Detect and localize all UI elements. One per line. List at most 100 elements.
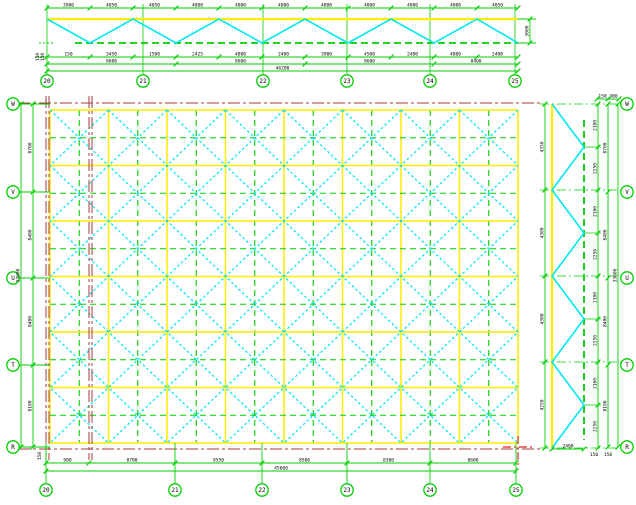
dim-tick bbox=[542, 187, 548, 193]
dim-text: 46200 bbox=[276, 65, 290, 71]
dim-tick bbox=[581, 446, 587, 452]
grid-bubble-label: U bbox=[625, 275, 629, 282]
dim-text: 8300 bbox=[383, 457, 394, 463]
dim-text: 2400 bbox=[407, 51, 418, 57]
plan-view: W V U T R 20 21 22 23 24 25 900 8700 8550 8500 8300 8600… bbox=[6, 96, 540, 497]
dim-tick bbox=[344, 460, 350, 466]
dim-text: 4800 bbox=[364, 2, 375, 8]
grid-bubble bbox=[509, 483, 523, 497]
grid-bubble bbox=[168, 483, 182, 497]
dim-text: 8600 bbox=[106, 58, 117, 64]
grid-bubble bbox=[6, 97, 20, 111]
dim-tick bbox=[595, 316, 601, 322]
diagonal-brace bbox=[50, 110, 168, 222]
grid-bubble bbox=[136, 74, 150, 88]
plan-diagonals bbox=[50, 110, 518, 443]
grid-bubble-label: 23 bbox=[343, 487, 351, 494]
grid-bubble bbox=[255, 483, 269, 497]
dim-text: 8600 bbox=[467, 457, 478, 463]
diagonal-brace bbox=[50, 110, 226, 278]
dim-text: 3000 bbox=[524, 25, 530, 36]
dim-tick bbox=[172, 460, 178, 466]
dim-tick bbox=[605, 275, 611, 281]
dim-text: 8500 bbox=[299, 457, 310, 463]
dim-text: 8400 bbox=[470, 58, 481, 64]
dim-tick bbox=[345, 5, 351, 11]
dim-text: 4800 bbox=[235, 2, 246, 8]
grid-bubble-label: 24 bbox=[426, 78, 434, 85]
dim-tick bbox=[605, 362, 611, 368]
dim-text: 8700 bbox=[602, 142, 608, 153]
dim-tick bbox=[549, 446, 555, 452]
dim-tick bbox=[595, 144, 601, 150]
dim-text: 150 bbox=[598, 93, 607, 99]
dim-tick bbox=[44, 5, 50, 11]
dim-tick bbox=[542, 101, 548, 107]
dim-text: 8100 bbox=[27, 400, 33, 411]
dim-tick bbox=[474, 5, 480, 11]
dim-text: 4300 bbox=[539, 313, 545, 324]
dim-tick bbox=[216, 54, 222, 60]
dim-text: 4050 bbox=[149, 2, 160, 8]
dim-tick bbox=[595, 230, 601, 236]
diagonal-brace bbox=[50, 110, 343, 389]
dim-text: 8100 bbox=[602, 400, 608, 411]
grid-bubble-label: T bbox=[11, 362, 15, 369]
dim-text: 2250 bbox=[592, 335, 598, 346]
dim-tick bbox=[605, 189, 611, 195]
dim-tick bbox=[18, 101, 24, 107]
grid-bubble-label: R bbox=[625, 444, 629, 451]
dim-tick bbox=[86, 460, 92, 466]
dim-text: 2425 bbox=[192, 51, 203, 57]
dim-tick bbox=[474, 54, 480, 60]
dim-tick bbox=[595, 445, 601, 451]
dim-text: 8400 bbox=[602, 229, 608, 240]
dim-text: 2250 bbox=[592, 163, 598, 174]
grid-bubble bbox=[6, 358, 20, 372]
grid-bubble-label: 22 bbox=[259, 78, 267, 85]
grid-bubble bbox=[6, 185, 20, 199]
dim-text: 8600 bbox=[364, 58, 375, 64]
dim-tick bbox=[515, 54, 521, 60]
grid-bubble-label: R bbox=[11, 444, 15, 451]
grid-bubble bbox=[6, 271, 20, 285]
dim-tick bbox=[542, 273, 548, 279]
dim-tick bbox=[431, 61, 437, 67]
grid-bubble bbox=[39, 483, 53, 497]
dim-text: 2250 bbox=[592, 421, 598, 432]
dim-tick bbox=[595, 101, 601, 107]
dim-tick bbox=[513, 460, 519, 466]
dim-text: 33600 bbox=[612, 268, 618, 282]
dim-text: 33600 bbox=[15, 268, 21, 282]
dim-text: 4050 bbox=[106, 2, 117, 8]
dim-tick bbox=[615, 444, 621, 450]
grid-bubble-label: W bbox=[11, 101, 15, 108]
dim-tick bbox=[259, 460, 265, 466]
grid-bubble-label: 22 bbox=[258, 487, 266, 494]
dim-tick bbox=[87, 54, 93, 60]
dim-text: 8400 bbox=[27, 316, 33, 327]
dim-tick bbox=[345, 54, 351, 60]
grid-bubble-label: V bbox=[11, 189, 15, 196]
dim-tick bbox=[30, 101, 36, 107]
dim-text: 2100 bbox=[592, 378, 598, 389]
dim-tick bbox=[18, 444, 24, 450]
dim-text: 45600 bbox=[274, 465, 288, 471]
dim-text: 4800 bbox=[407, 2, 418, 8]
dim-text: 4800 bbox=[321, 2, 332, 8]
dim-tick bbox=[527, 40, 533, 46]
grid-bubble bbox=[340, 483, 354, 497]
grid-bubble bbox=[620, 97, 634, 111]
dim-tick bbox=[173, 61, 179, 67]
grid-bubble bbox=[423, 483, 437, 497]
grid-bubble bbox=[256, 74, 270, 88]
dim-text: 4050 bbox=[492, 2, 503, 8]
truss-diagonals bbox=[46, 18, 519, 44]
grid-bubble-label: 21 bbox=[171, 487, 179, 494]
dim-text: 150 bbox=[590, 452, 599, 458]
dim-text: 4800 bbox=[235, 51, 246, 57]
grid-bubble bbox=[40, 74, 54, 88]
dim-tick bbox=[259, 54, 265, 60]
dim-text: 4300 bbox=[539, 227, 545, 238]
